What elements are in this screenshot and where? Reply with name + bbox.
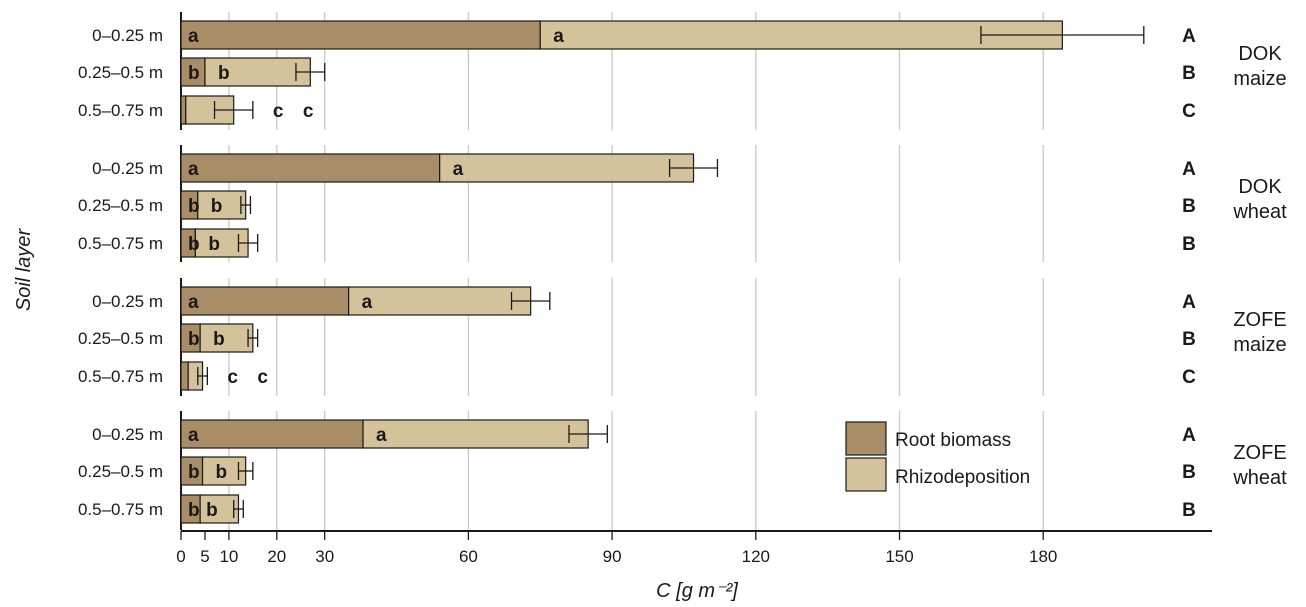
panel-label: maize (1233, 334, 1286, 356)
total-sig-letter: A (1182, 159, 1196, 180)
total-sig-letter: A (1182, 292, 1196, 313)
x-tick-label: 90 (603, 547, 622, 566)
total-sig-letter: B (1182, 234, 1196, 255)
x-tick-label: 60 (459, 547, 478, 566)
rhizo-sig-letter: a (453, 159, 464, 180)
bar-rhizodeposition (197, 190, 247, 220)
legend: Root biomass Rhizodeposition (845, 421, 1030, 492)
rhizo-sig-letter: a (376, 425, 387, 446)
root-sig-letter: b (188, 196, 200, 217)
layer-label: 0–0.25 m (92, 26, 163, 45)
root-sig-letter: b (188, 462, 200, 483)
root-sig-letter: a (188, 425, 199, 446)
total-sig-letter: C (1182, 367, 1196, 388)
root-sig-letter: a (188, 26, 199, 47)
bar-rhizodeposition (199, 323, 254, 353)
rhizo-sig-letter: a (553, 26, 564, 47)
layer-label: 0.25–0.5 m (78, 196, 163, 215)
rhizo-sig-letter: b (208, 234, 220, 255)
panel-label: wheat (1232, 467, 1287, 489)
x-axis: 0 5 10 20 30 60 90 120 150 180 (176, 530, 1212, 566)
layer-label: 0–0.25 m (92, 425, 163, 444)
panel-label: ZOFE (1233, 309, 1286, 331)
total-sig-letter: C (1182, 101, 1196, 122)
root-sig-letter: b (188, 500, 200, 521)
bar-rhizodeposition (539, 20, 1063, 50)
layer-label: 0.25–0.5 m (78, 329, 163, 348)
panel-label: maize (1233, 68, 1286, 90)
grid-lines (228, 12, 1044, 530)
x-tick-label: 10 (219, 547, 238, 566)
total-sig-letter: A (1182, 26, 1196, 47)
x-axis-title: C [g m⁻²] (656, 580, 738, 602)
rhizo-sig-letter: b (206, 500, 218, 521)
bar-root-biomass (180, 20, 541, 50)
total-sig-letter: B (1182, 196, 1196, 217)
panel-label: DOK (1238, 43, 1282, 65)
x-tick-label: 180 (1029, 547, 1057, 566)
layer-label: 0.5–0.75 m (78, 500, 163, 519)
layer-label: 0.5–0.75 m (78, 367, 163, 386)
total-sig-letter: B (1182, 63, 1196, 84)
root-sig-letter: c (273, 101, 284, 122)
root-sig-letter: b (188, 234, 200, 255)
rhizo-sig-letter: a (362, 292, 373, 313)
root-sig-letter: b (188, 63, 200, 84)
panel-label: DOK (1238, 176, 1282, 198)
bar-root-biomass (180, 153, 441, 183)
rhizo-sig-letter: b (211, 196, 223, 217)
rhizo-sig-letter: b (218, 63, 230, 84)
bar-root-biomass (180, 419, 364, 449)
bar-rhizodeposition (348, 286, 532, 316)
total-sig-letter: A (1182, 425, 1196, 446)
root-sig-letter: c (227, 367, 238, 388)
bar-root-biomass (180, 95, 187, 125)
bar-rhizodeposition (204, 57, 311, 87)
bar-root-biomass (180, 286, 350, 316)
legend-label-root: Root biomass (895, 430, 1011, 451)
x-tick-label: 120 (742, 547, 770, 566)
x-tick-label: 150 (885, 547, 913, 566)
x-tick-label: 5 (200, 547, 209, 566)
x-tick-label: 30 (315, 547, 334, 566)
root-sig-letter: a (188, 292, 199, 313)
panel-label: wheat (1232, 201, 1287, 223)
legend-swatch-rhizo (845, 457, 887, 492)
layer-label: 0.5–0.75 m (78, 101, 163, 120)
bars (180, 20, 1145, 524)
total-sig-letter: B (1182, 462, 1196, 483)
legend-swatch-root (845, 421, 887, 456)
bar-rhizodeposition (362, 419, 589, 449)
rhizo-sig-letter: b (216, 462, 228, 483)
root-sig-letter: b (188, 329, 200, 350)
rhizo-sig-letter: b (213, 329, 225, 350)
x-tick-label: 0 (176, 547, 185, 566)
layer-label: 0.25–0.5 m (78, 462, 163, 481)
bar-rhizodeposition (439, 153, 695, 183)
bar-root-biomass (180, 361, 189, 391)
x-tick-label: 20 (267, 547, 286, 566)
total-sig-letter: B (1182, 500, 1196, 521)
layer-label: 0–0.25 m (92, 292, 163, 311)
panel-label: ZOFE (1233, 442, 1286, 464)
layer-label: 0–0.25 m (92, 159, 163, 178)
layer-label: 0.5–0.75 m (78, 234, 163, 253)
legend-label-rhizo: Rhizodeposition (895, 467, 1030, 488)
layer-label: 0.25–0.5 m (78, 63, 163, 82)
labels: 0–0.25 m a a A0.25–0.5 m b b B0.5–0.75 m c c CDOK… (78, 26, 1287, 521)
y-axis-title: Soil layer (13, 228, 35, 312)
rhizo-sig-letter: c (257, 367, 268, 388)
total-sig-letter: B (1182, 329, 1196, 350)
rhizo-sig-letter: c (303, 101, 314, 122)
root-sig-letter: a (188, 159, 199, 180)
